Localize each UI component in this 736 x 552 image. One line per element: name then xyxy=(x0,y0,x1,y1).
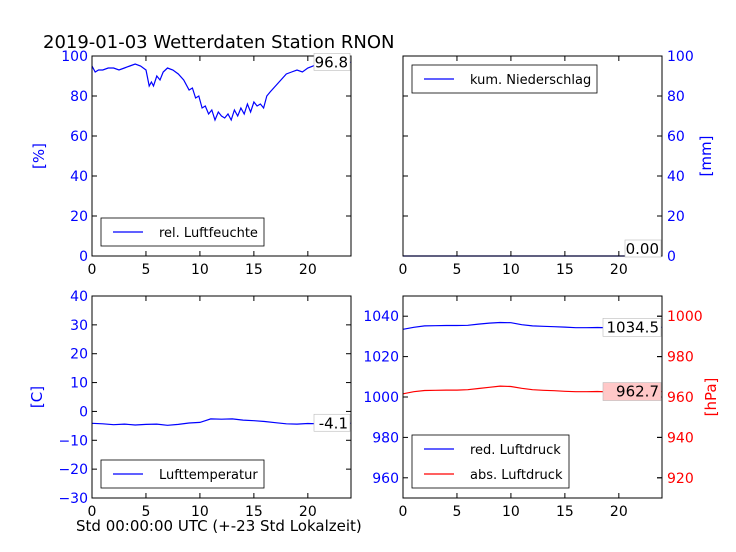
y-tick-label: 1020 xyxy=(363,350,399,366)
x-tick-label: 5 xyxy=(452,504,461,520)
y-axis-label: [mm] xyxy=(697,136,715,177)
y-tick-label: 1000 xyxy=(363,390,399,406)
x-tick-label: 15 xyxy=(245,504,263,520)
y-tick-label: 40 xyxy=(667,169,685,185)
panel-4: 0 5 10 15 20 960 980 1000 1020 1040 920 940 960 980 10… xyxy=(363,295,720,520)
y-tick-label: −20 xyxy=(58,462,88,478)
axes-frame xyxy=(91,55,352,257)
series-line-1 xyxy=(91,418,352,426)
y-tick-label: 80 xyxy=(667,89,685,105)
y-right-tick-label: 920 xyxy=(667,471,694,487)
y-tick-label: 20 xyxy=(70,347,88,363)
y-tick-label: −30 xyxy=(58,491,88,507)
legend-label: Lufttemperatur xyxy=(159,468,258,483)
series-line-1 xyxy=(91,61,351,122)
y-tick-label: 0 xyxy=(79,249,88,265)
legend-label: red. Luftdruck xyxy=(470,443,561,458)
legend-box xyxy=(411,434,570,489)
panel-1: 0 5 10 15 20 0 20 40 60 80 100 [%] rel. Luftfeuchte 9… xyxy=(30,49,352,278)
y-right-tick-label: 940 xyxy=(667,430,694,446)
value-annotation-box xyxy=(624,239,662,258)
panel-2: 0 5 10 15 20 0 20 40 60 80 100 [mm] kum. Niederschla… xyxy=(399,49,715,278)
x-tick-label: 5 xyxy=(452,262,461,278)
x-tick-label: 20 xyxy=(610,262,628,278)
y-tick-label: 20 xyxy=(70,209,88,225)
y-tick-label: 60 xyxy=(70,129,88,145)
y-tick-label: 980 xyxy=(372,430,399,446)
x-tick-label: 15 xyxy=(245,262,263,278)
y-tick-label: 1040 xyxy=(363,309,399,325)
y-axis-label: [hPa] xyxy=(702,378,720,417)
x-tick-label: 20 xyxy=(299,262,317,278)
x-tick-label: 15 xyxy=(556,504,574,520)
figure-xlabel: Std 00:00:00 UTC (+-23 Std Lokalzeit) xyxy=(76,517,362,535)
x-tick-label: 20 xyxy=(299,504,317,520)
value-annotation: 0.00 xyxy=(626,240,659,258)
y-tick-label: 100 xyxy=(667,49,694,65)
x-tick-label: 20 xyxy=(610,504,628,520)
panel-3: 0 5 10 15 20 −30 −20 −10 0 10 20 30 40 [C] Lufttempera… xyxy=(28,289,352,520)
y-axis-label: [%] xyxy=(30,143,48,169)
x-tick-label: 10 xyxy=(191,262,209,278)
value-annotation-box xyxy=(602,382,662,401)
x-tick-label: 5 xyxy=(141,504,150,520)
value-annotation-box xyxy=(602,318,662,337)
value-annotation: 1034.5 xyxy=(607,318,660,336)
x-tick-label: 0 xyxy=(88,262,97,278)
y-right-tick-label: 980 xyxy=(667,350,694,366)
value-annotation-box xyxy=(313,53,351,71)
x-tick-label: 0 xyxy=(399,262,408,278)
y-tick-label: 0 xyxy=(79,404,88,420)
y-tick-label: 40 xyxy=(70,289,88,305)
value-annotation: 962.7 xyxy=(616,383,659,401)
y-tick-label: 40 xyxy=(70,169,88,185)
y-tick-label: 20 xyxy=(667,209,685,225)
value-annotation-box xyxy=(313,413,351,432)
value-annotation: 96.8 xyxy=(315,53,348,71)
y-right-tick-label: 960 xyxy=(667,390,694,406)
y-tick-label: 10 xyxy=(70,376,88,392)
legend-label: kum. Niederschlag xyxy=(470,73,591,88)
x-tick-label: 0 xyxy=(399,504,408,520)
x-tick-label: 10 xyxy=(502,504,520,520)
x-tick-label: 10 xyxy=(191,504,209,520)
figure-title: 2019-01-03 Wetterdaten Station RNON xyxy=(43,32,394,53)
y-tick-label: 60 xyxy=(667,129,685,145)
y-tick-label: 100 xyxy=(61,49,88,65)
x-tick-label: 10 xyxy=(502,262,520,278)
x-tick-label: 5 xyxy=(141,262,150,278)
y-tick-label: 0 xyxy=(667,249,676,265)
value-annotation: -4.1 xyxy=(319,414,348,432)
axes-frame xyxy=(91,295,352,499)
y-tick-label: 80 xyxy=(70,89,88,105)
y-tick-label: 960 xyxy=(372,471,399,487)
y-tick-label: 30 xyxy=(70,318,88,334)
y-axis-label: [C] xyxy=(28,386,46,408)
legend-label: rel. Luftfeuchte xyxy=(159,226,258,241)
y-tick-label: −10 xyxy=(58,433,88,449)
y-right-tick-label: 1000 xyxy=(667,309,703,325)
axes-frame xyxy=(402,55,663,257)
legend-label: abs. Luftdruck xyxy=(470,468,563,483)
x-tick-label: 0 xyxy=(88,504,97,520)
x-tick-label: 15 xyxy=(556,262,574,278)
